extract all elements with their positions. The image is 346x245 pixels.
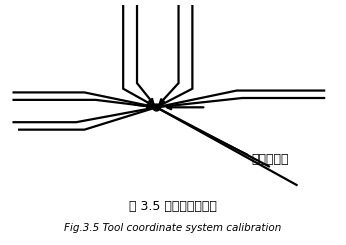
Text: Fig.3.5 Tool coordinate system calibration: Fig.3.5 Tool coordinate system calibrati…	[64, 223, 282, 233]
Text: 图 3.5 工具坐标系标定: 图 3.5 工具坐标系标定	[129, 200, 217, 213]
Text: 工具中心点: 工具中心点	[251, 153, 289, 166]
